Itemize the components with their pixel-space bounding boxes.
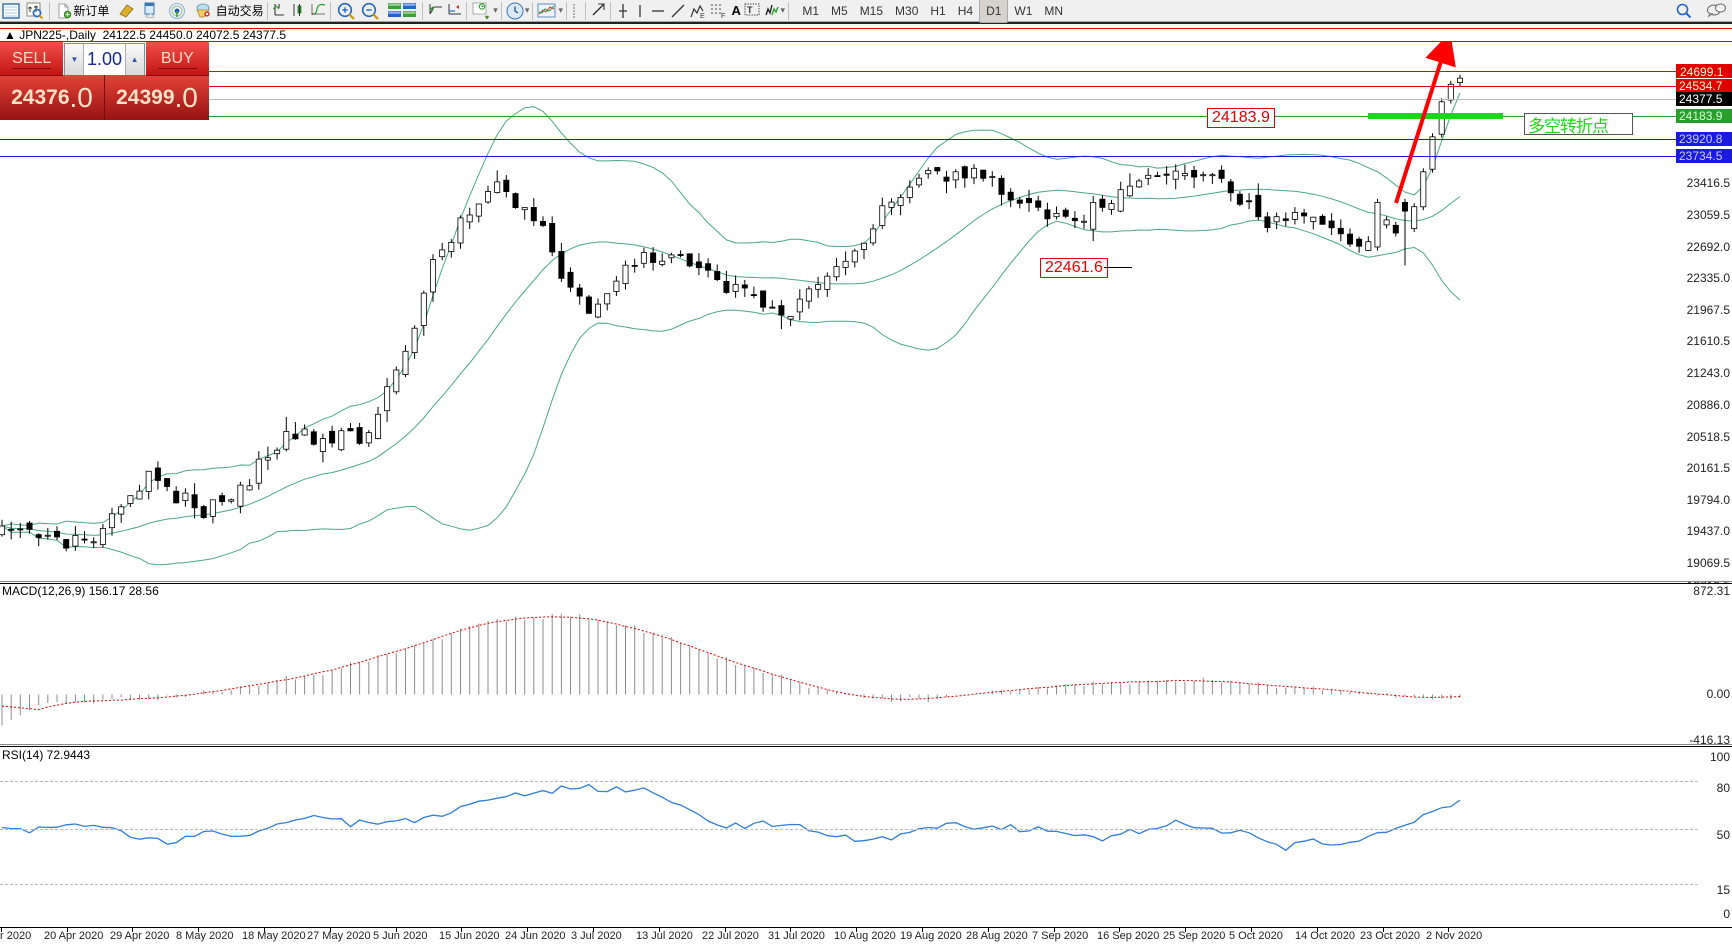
svg-text:E: E (700, 13, 705, 19)
svg-text:T: T (747, 5, 753, 15)
svg-text:F: F (721, 13, 725, 19)
